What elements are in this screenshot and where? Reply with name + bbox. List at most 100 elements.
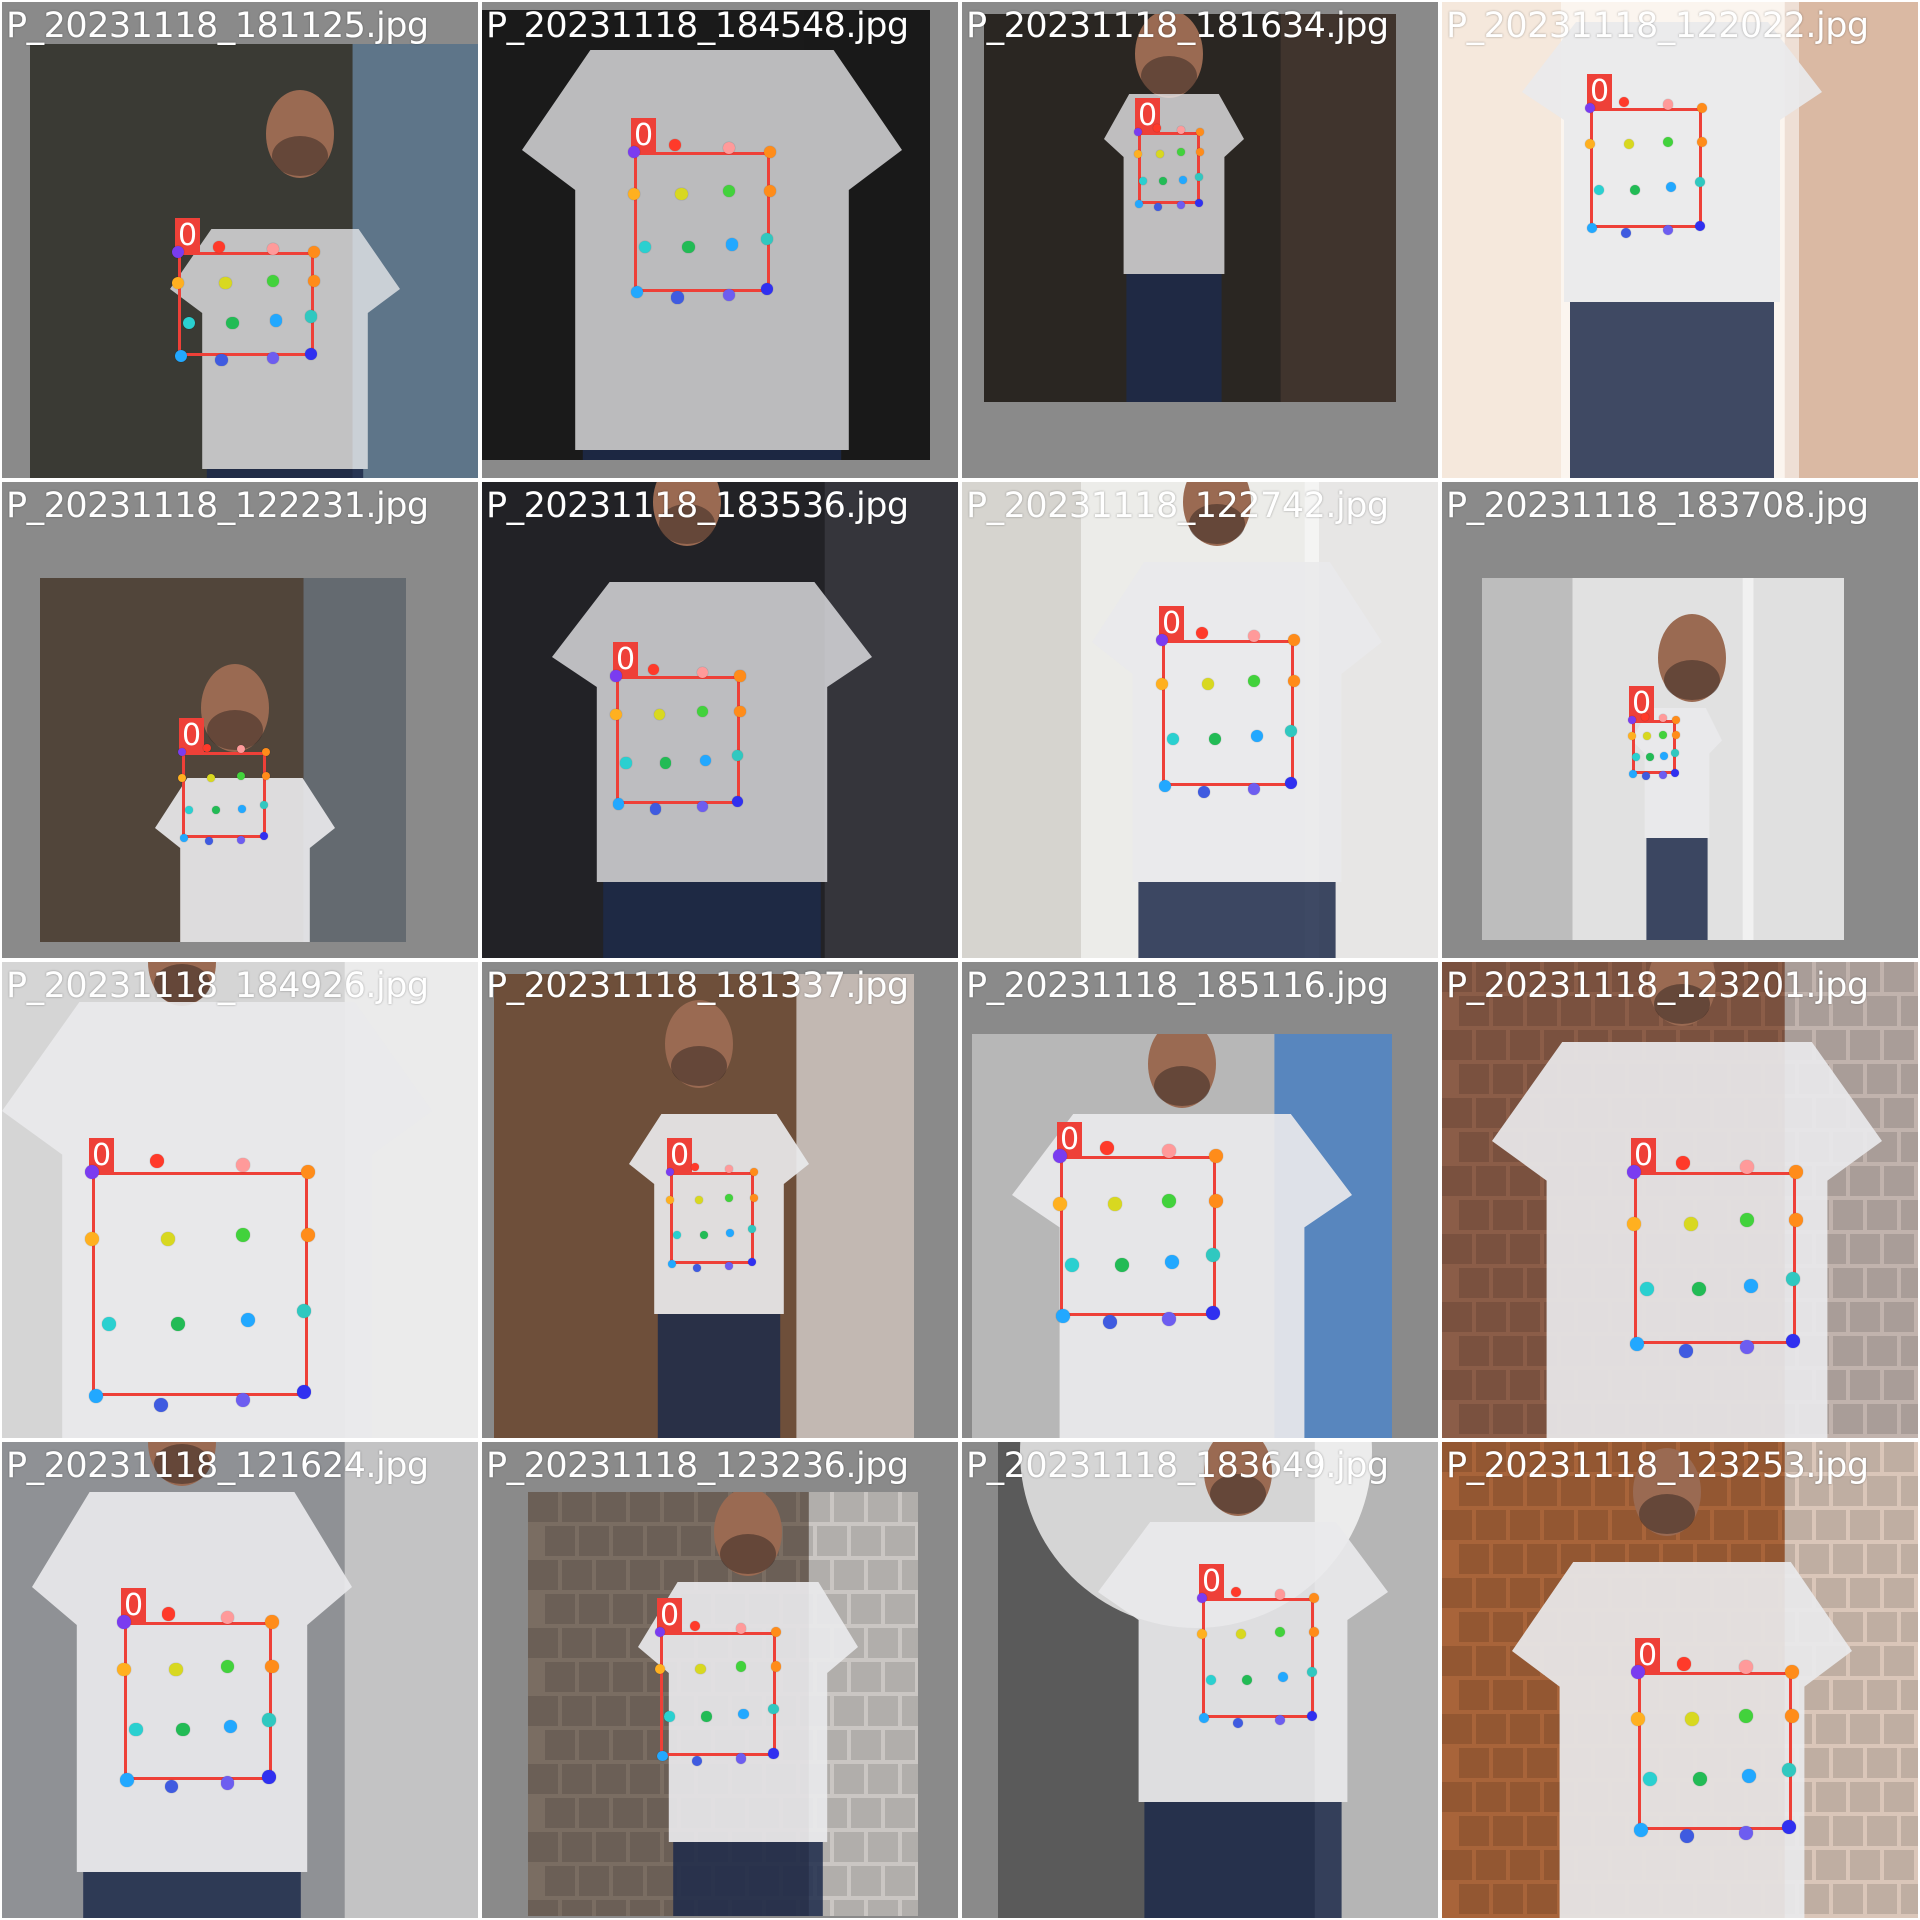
keypoint-dot <box>296 1303 311 1318</box>
grid-tile: P_20231118_121624.jpg 0 <box>2 1442 478 1918</box>
keypoint-dot <box>1627 1216 1641 1231</box>
keypoint-dot <box>236 772 245 781</box>
keypoint-dot <box>1288 674 1300 687</box>
keypoint-dot <box>1738 1660 1753 1675</box>
keypoint-dot <box>262 1713 276 1727</box>
class-label-tag: 0 <box>1057 1122 1083 1157</box>
keypoint-dot <box>675 187 688 201</box>
keypoint-dot <box>262 1770 276 1784</box>
keypoint-dot <box>1230 1586 1241 1598</box>
keypoint-dot <box>1740 1159 1755 1174</box>
keypoint-dot <box>1208 733 1221 746</box>
keypoint-dot <box>1285 724 1298 737</box>
keypoint-dot <box>724 1165 733 1174</box>
keypoint-dot <box>699 1230 708 1239</box>
keypoint-dot <box>1198 785 1211 798</box>
keypoint-dot <box>129 1722 143 1737</box>
keypoint-dot <box>1162 1193 1177 1208</box>
keypoint-dot <box>207 773 216 782</box>
keypoint-dot <box>296 1384 311 1399</box>
keypoint-dot <box>215 353 228 367</box>
keypoint-dot <box>1196 1628 1208 1640</box>
keypoint-dot <box>102 1317 117 1332</box>
keypoint-dot <box>176 1722 190 1737</box>
keypoint-dot <box>1658 771 1667 780</box>
keypoint-dot <box>1209 1149 1223 1163</box>
keypoint-dot <box>697 800 709 813</box>
tile-photo <box>2 962 478 1438</box>
keypoint-dot <box>1630 1337 1645 1351</box>
keypoint-dot <box>1205 1248 1220 1263</box>
keypoint-dot <box>1781 1819 1796 1834</box>
tile-filename: P_20231118_181634.jpg <box>966 6 1389 46</box>
tile-filename: P_20231118_181337.jpg <box>486 966 909 1006</box>
tile-filename: P_20231118_123236.jpg <box>486 1446 909 1486</box>
keypoint-dot <box>750 1168 758 1176</box>
keypoint-dot <box>627 187 641 201</box>
keypoint-dot <box>1628 716 1636 724</box>
keypoint-dot <box>750 1193 758 1202</box>
keypoint-dot <box>236 835 245 844</box>
keypoint-dot <box>723 185 736 198</box>
grid-tile: P_20231118_183708.jpg 0 <box>1442 482 1918 958</box>
keypoint-dot <box>160 1232 175 1247</box>
grid-tile: P_20231118_185116.jpg 0 <box>962 962 1438 1438</box>
keypoint-dot <box>1620 227 1631 238</box>
keypoint-dot <box>701 1711 712 1722</box>
keypoint-dot <box>1743 1278 1758 1293</box>
keypoint-dot <box>650 803 662 815</box>
keypoint-dot <box>1628 770 1637 778</box>
keypoint-dot <box>731 795 744 808</box>
keypoint-dot <box>1740 1213 1755 1228</box>
keypoint-dot <box>735 1623 747 1634</box>
keypoint-dot <box>307 274 321 288</box>
keypoint-dot <box>695 1195 704 1204</box>
keypoint-dot <box>267 242 280 256</box>
keypoint-dot <box>220 1659 235 1673</box>
keypoint-dot <box>117 1615 131 1629</box>
keypoint-dot <box>763 185 777 198</box>
detection-box: 0 <box>1627 1138 1803 1358</box>
tile-photo <box>984 14 1396 402</box>
keypoint-dot <box>735 1753 747 1764</box>
keypoint-dot <box>236 745 245 754</box>
keypoint-dot <box>1134 149 1142 158</box>
grid-tile: P_20231118_181634.jpg 0 <box>962 2 1438 478</box>
keypoint-dot <box>630 285 643 299</box>
keypoint-dot <box>734 706 746 718</box>
detection-box: 0 <box>1134 98 1204 211</box>
keypoint-dot <box>260 801 269 810</box>
class-label-tag: 0 <box>1587 74 1613 109</box>
keypoint-dot <box>1156 677 1168 690</box>
keypoint-dot <box>638 241 652 254</box>
detection-box: 0 <box>1196 1564 1320 1728</box>
tile-filename: P_20231118_184926.jpg <box>6 966 429 1006</box>
tile-photo <box>972 1034 1392 1438</box>
keypoint-dot <box>724 1261 733 1270</box>
keypoint-dot <box>1684 1712 1699 1727</box>
keypoint-dot <box>1205 1305 1220 1320</box>
keypoint-dot <box>1675 1156 1690 1171</box>
keypoint-dot <box>1741 1769 1756 1784</box>
bbox-outline <box>92 1172 308 1396</box>
keypoint-dot <box>695 1663 706 1675</box>
keypoint-dot <box>1692 1772 1707 1787</box>
class-label-tag: 0 <box>175 218 201 253</box>
keypoint-dot <box>1659 751 1668 760</box>
keypoint-dot <box>1629 184 1640 195</box>
keypoint-dot <box>1672 716 1680 724</box>
bbox-outline <box>1138 132 1200 204</box>
tile-filename: P_20231118_184548.jpg <box>486 6 909 46</box>
keypoint-dot <box>1785 1709 1799 1724</box>
detection-box: 0 <box>666 1138 758 1272</box>
keypoint-dot <box>735 1661 747 1672</box>
tile-photo <box>1442 2 1918 478</box>
keypoint-dot <box>1196 1592 1208 1604</box>
keypoint-dot <box>1680 1829 1695 1844</box>
keypoint-dot <box>738 1708 749 1720</box>
bbox-outline <box>660 1632 776 1756</box>
tile-filename: P_20231118_123201.jpg <box>1446 966 1869 1006</box>
tile-photo <box>482 10 930 460</box>
class-label-tag: 0 <box>1199 1564 1225 1599</box>
keypoint-dot <box>211 806 220 815</box>
